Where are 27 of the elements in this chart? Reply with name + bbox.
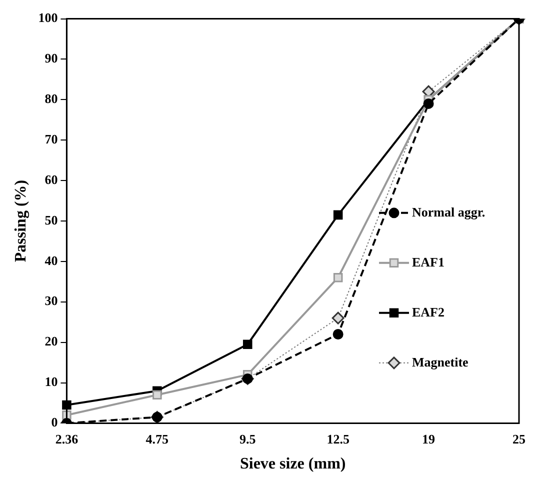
x-tick-label: 9.5 [239,431,256,446]
legend-label: Magnetite [412,354,469,370]
y-tick-label: 90 [44,50,58,66]
y-tick-label: 60 [44,172,58,187]
y-tick-label: 10 [44,374,58,390]
point [242,340,252,349]
y-axis-title: Passing (%) [12,180,30,262]
y-tick-label: 0 [51,414,58,430]
legend-label: Normal aggr. [412,204,486,220]
x-axis-title: Sieve size (mm) [240,456,346,473]
x-tick-label: 19 [422,431,436,446]
y-tick-label: 20 [44,334,58,349]
x-tick-label: 12.5 [326,431,350,446]
point [333,210,343,220]
y-tick-label: 80 [44,91,58,106]
x-tick-label: 4.75 [146,431,170,446]
point [152,390,162,400]
legend-label: EAF1 [412,254,444,270]
legend-label: EAF2 [412,304,444,320]
y-tick-label: 30 [44,293,58,308]
y-tick-label: 50 [44,212,58,228]
x-tick-label: 2.36 [55,431,79,446]
y-tick-label: 40 [44,252,58,268]
x-tick-label: 25 [512,431,526,446]
point [333,272,343,282]
y-tick-label: 100 [38,10,58,26]
y-tick-label: 70 [44,131,58,146]
